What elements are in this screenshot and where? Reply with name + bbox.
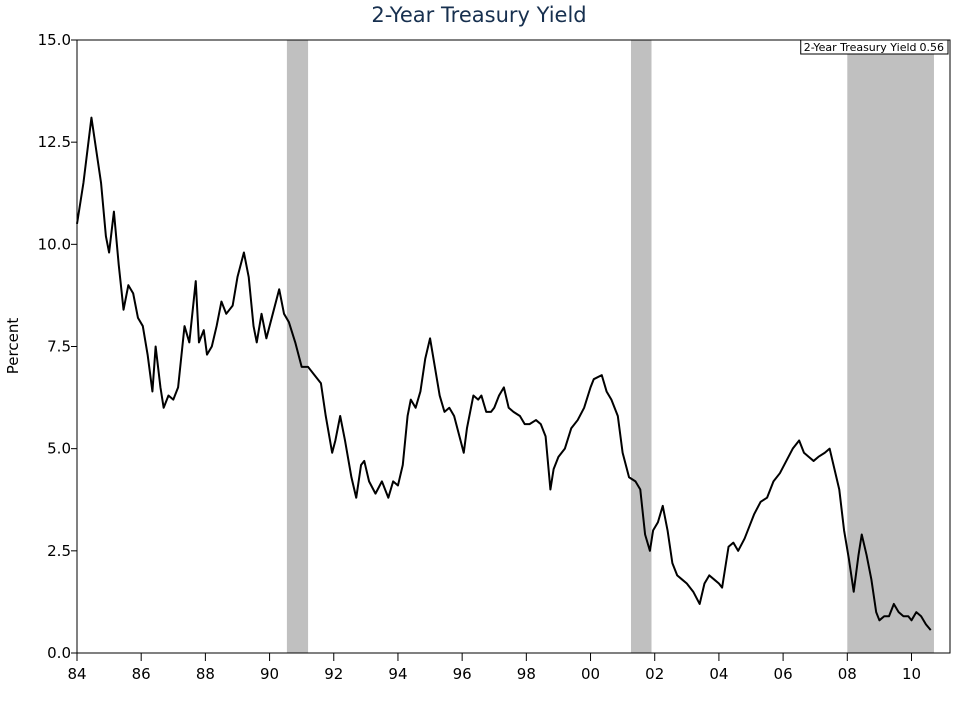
x-tick-label: 00 <box>581 665 600 683</box>
x-tick-label: 96 <box>453 665 472 683</box>
x-tick-label: 04 <box>709 665 728 683</box>
y-tick-label: 10.0 <box>38 235 71 253</box>
legend: 2-Year Treasury Yield 0.56 <box>800 39 949 55</box>
y-tick-label: 5.0 <box>47 440 71 458</box>
x-tick-label: 98 <box>517 665 536 683</box>
legend-label: 2-Year Treasury Yield <box>804 41 917 54</box>
plot-frame <box>76 39 951 654</box>
recession-band <box>286 40 309 653</box>
chart-title: 2-Year Treasury Yield <box>371 3 586 27</box>
x-tick-label: 06 <box>774 665 793 683</box>
legend-box <box>800 39 949 55</box>
x-tick-label: 02 <box>645 665 664 683</box>
y-tick-label: 0.0 <box>47 644 71 662</box>
x-tick-label: 84 <box>67 665 86 683</box>
recession-band <box>847 40 934 653</box>
legend-value: 0.56 <box>920 41 945 54</box>
x-tick-label: 88 <box>196 665 215 683</box>
x-tick-label: 08 <box>838 665 857 683</box>
y-tick-label: 15.0 <box>38 31 71 49</box>
x-tick-label: 92 <box>324 665 343 683</box>
x-tick-label: 94 <box>388 665 407 683</box>
x-tick-label: 10 <box>902 665 921 683</box>
x-tick-label: 90 <box>260 665 279 683</box>
y-axis-label: Percent <box>4 318 22 375</box>
y-tick-label: 7.5 <box>47 338 71 356</box>
recession-band <box>630 40 652 653</box>
y-tick-label: 12.5 <box>38 133 71 151</box>
x-tick-label: 86 <box>132 665 151 683</box>
data-line <box>76 116 932 631</box>
y-tick-label: 2.5 <box>47 542 71 560</box>
